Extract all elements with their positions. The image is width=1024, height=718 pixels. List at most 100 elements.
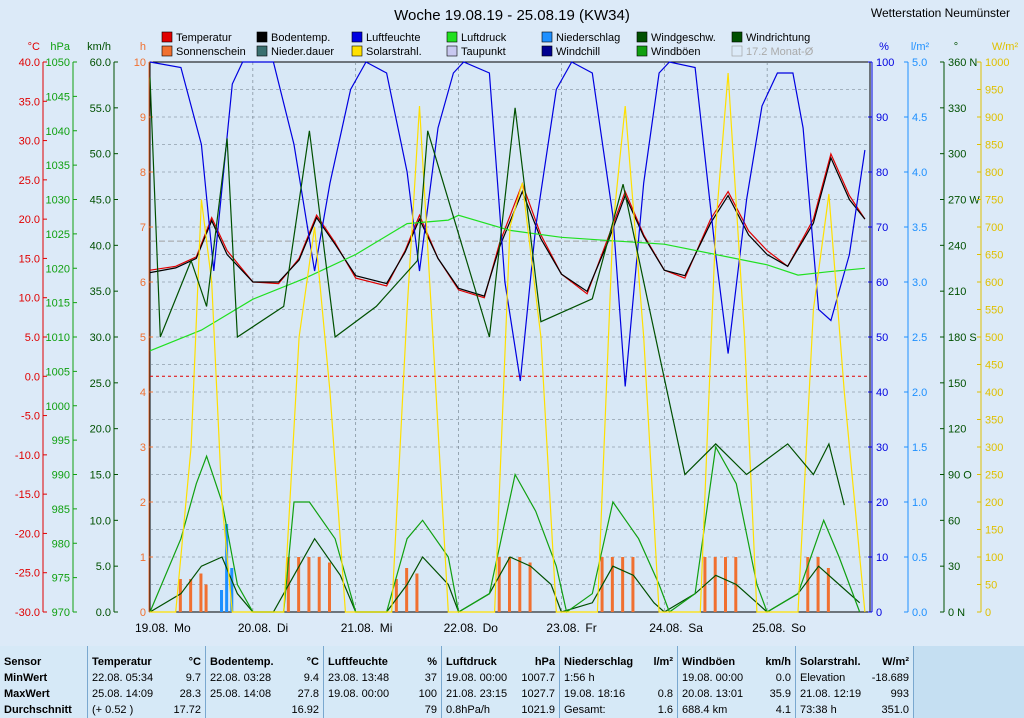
bar-sonnenschein: [394, 579, 398, 612]
legend-swatch: [351, 45, 363, 57]
axis-tick-label-right: 30: [948, 561, 960, 573]
stats-cell-row: 23.08. 13:48 37: [328, 670, 437, 686]
stats-cell-row: 79: [328, 702, 437, 718]
stats-column-temperatur: Temperatur °C 22.08. 05:34 9.7 25.08. 14:09 2…: [88, 646, 206, 718]
axis-tick-label-right: 360 N: [948, 57, 977, 69]
axis-tick-label-right: 800: [985, 167, 1003, 179]
legend-label: Bodentemp.: [271, 32, 330, 44]
legend-swatch: [541, 45, 553, 57]
stats-cell-label: 25.08. 14:09: [92, 688, 154, 700]
stats-column-windben: Windböen km/h 19.08. 00:00 0.0 20.08. 13:01 3…: [678, 646, 796, 718]
bar-sonnenschein: [415, 573, 419, 612]
axis-tick-label-right: 210: [948, 286, 966, 298]
axis-tick-label-right: 90 O: [948, 470, 972, 482]
stats-cell-value: 1021.9: [521, 704, 555, 716]
bar-sonnenschein: [610, 557, 614, 612]
series-line-solarstrahl: [150, 72, 866, 613]
axis-tick-label-left: 0: [140, 607, 146, 619]
stats-cell-value: 993: [890, 688, 909, 700]
stats-cell-label: 0.8hPa/h: [446, 704, 491, 716]
axis-tick-label-left: 60.0: [90, 57, 111, 69]
axis-tick-label-right: 0: [876, 607, 882, 619]
axis-unit-left: km/h: [87, 41, 111, 53]
stats-cell-row: 0.8hPa/h 1021.9: [446, 702, 555, 718]
axis-tick-label-left: 1035: [46, 160, 70, 172]
bar-sonnenschein: [631, 557, 635, 612]
axis-tick-label-left: 20.0: [19, 214, 40, 226]
axis-tick-label-right: 600: [985, 277, 1003, 289]
axis-tick-label-right: 250: [985, 470, 1003, 482]
axis-tick-label-left: 25.0: [90, 378, 111, 390]
stats-cell-row: 22.08. 05:34 9.7: [92, 670, 201, 686]
day-dow: Fr: [585, 621, 596, 635]
stats-row: MinWert: [4, 670, 83, 686]
station-name: Wetterstation Neumünster: [871, 6, 1010, 20]
stats-cell-row: 21.08. 12:19 993: [800, 686, 909, 702]
stats-cell-value: 9.7: [185, 672, 201, 684]
axis-tick-label-left: -5.0: [21, 411, 40, 423]
legend-label: Nieder.dauer: [271, 46, 334, 58]
legend: Temperatur Bodentemp. Luftfeuchte Luftdruck…: [161, 31, 814, 58]
legend-swatch: [161, 45, 173, 57]
stats-column-header: Bodentemp. °C: [210, 654, 319, 670]
legend-label: Taupunkt: [461, 46, 506, 58]
axis-tick-label-left: 1005: [46, 366, 70, 378]
axis-tick-label-right: 1000: [985, 57, 1009, 69]
axis-tick-label-right: 20: [876, 497, 888, 509]
stats-cell-label: 22.08. 03:28: [210, 672, 272, 684]
stats-cell-label: 21.08. 12:19: [800, 688, 862, 700]
bar-sonnenschein: [806, 557, 810, 612]
axis-tick-label-left: 1045: [46, 91, 70, 103]
legend-swatch: [161, 31, 173, 43]
axis-tick-label-right: 60: [948, 515, 960, 527]
axis-tick-label-right: 0: [985, 607, 991, 619]
bar-sonnenschein: [816, 557, 820, 612]
axis-tick-label-left: 10.0: [90, 515, 111, 527]
axis-tick-label-right: 4.5: [912, 112, 927, 124]
stats-row-label: MaxWert: [4, 688, 50, 700]
axis-tick-label-left: 2: [140, 497, 146, 509]
stats-cell-label: 19.08. 00:00: [682, 672, 744, 684]
axis-tick-label-left: 5.0: [25, 332, 40, 344]
stats-row: MaxWert: [4, 686, 83, 702]
stats-cell-label: 25.08. 14:08: [210, 688, 272, 700]
day-dow: Mo: [174, 621, 191, 635]
legend-label: Temperatur: [176, 32, 232, 44]
stats-cell-row: 25.08. 14:09 28.3: [92, 686, 201, 702]
stats-cell-row: 19.08. 00:00 0.0: [682, 670, 791, 686]
stats-panel: Sensor MinWert MaxWert Durchschnitt Temperat…: [0, 646, 1024, 718]
axis-tick-label-left: 985: [52, 504, 70, 516]
stats-column-name: Niederschlag: [564, 656, 634, 668]
bar-sonnenschein: [518, 557, 522, 612]
axis-tick-label-right: 0 N: [948, 607, 965, 619]
stats-row-label: Durchschnitt: [4, 704, 72, 716]
stats-column-unit: l/m²: [653, 656, 673, 668]
stats-cell-value: 4.1: [775, 704, 791, 716]
stats-cell-value: 28.3: [179, 688, 201, 700]
bar-sonnenschein: [724, 557, 727, 612]
day-labels: 19.08. Mo 20.08. Di 21.08. Mi 22.08. Do 23.08. Fr…: [135, 621, 806, 635]
stats-cell-label: 20.08. 13:01: [682, 688, 744, 700]
axis-tick-label-right: 200: [985, 497, 1003, 509]
axis-tick-label-right: 2.0: [912, 387, 927, 399]
axis-tick-label-right: 300: [948, 149, 966, 161]
stats-column-luftdruck: Luftdruck hPa 19.08. 00:00 1007.7 21.08. 23:…: [442, 646, 560, 718]
day-label: 21.08.: [341, 621, 374, 635]
axis-tick-label-right: 90: [876, 112, 888, 124]
stats-column-header: Solarstrahl. W/m²: [800, 654, 909, 670]
axis-tick-label-left: -20.0: [15, 528, 40, 540]
axis-tick-label-right: 100: [876, 57, 894, 69]
axis-tick-label-right: 180 S: [948, 332, 977, 344]
stats-column-header: Temperatur °C: [92, 654, 201, 670]
axis-tick-label-right: 350: [985, 415, 1003, 427]
axis-tick-label-right: 10: [876, 552, 888, 564]
legend-label: Solarstrahl.: [366, 46, 422, 58]
axis-tick-label-right: 550: [985, 305, 1003, 317]
axis-tick-label-left: 1050: [46, 57, 70, 69]
bar-sonnenschein: [317, 557, 321, 612]
stats-cell-value: 16.92: [291, 704, 319, 716]
stats-cell-label: 1:56 h: [564, 672, 595, 684]
stats-column-header: Niederschlag l/m²: [564, 654, 673, 670]
bar-sonnenschein: [405, 568, 409, 612]
stats-cell-value: 0.8: [657, 688, 673, 700]
